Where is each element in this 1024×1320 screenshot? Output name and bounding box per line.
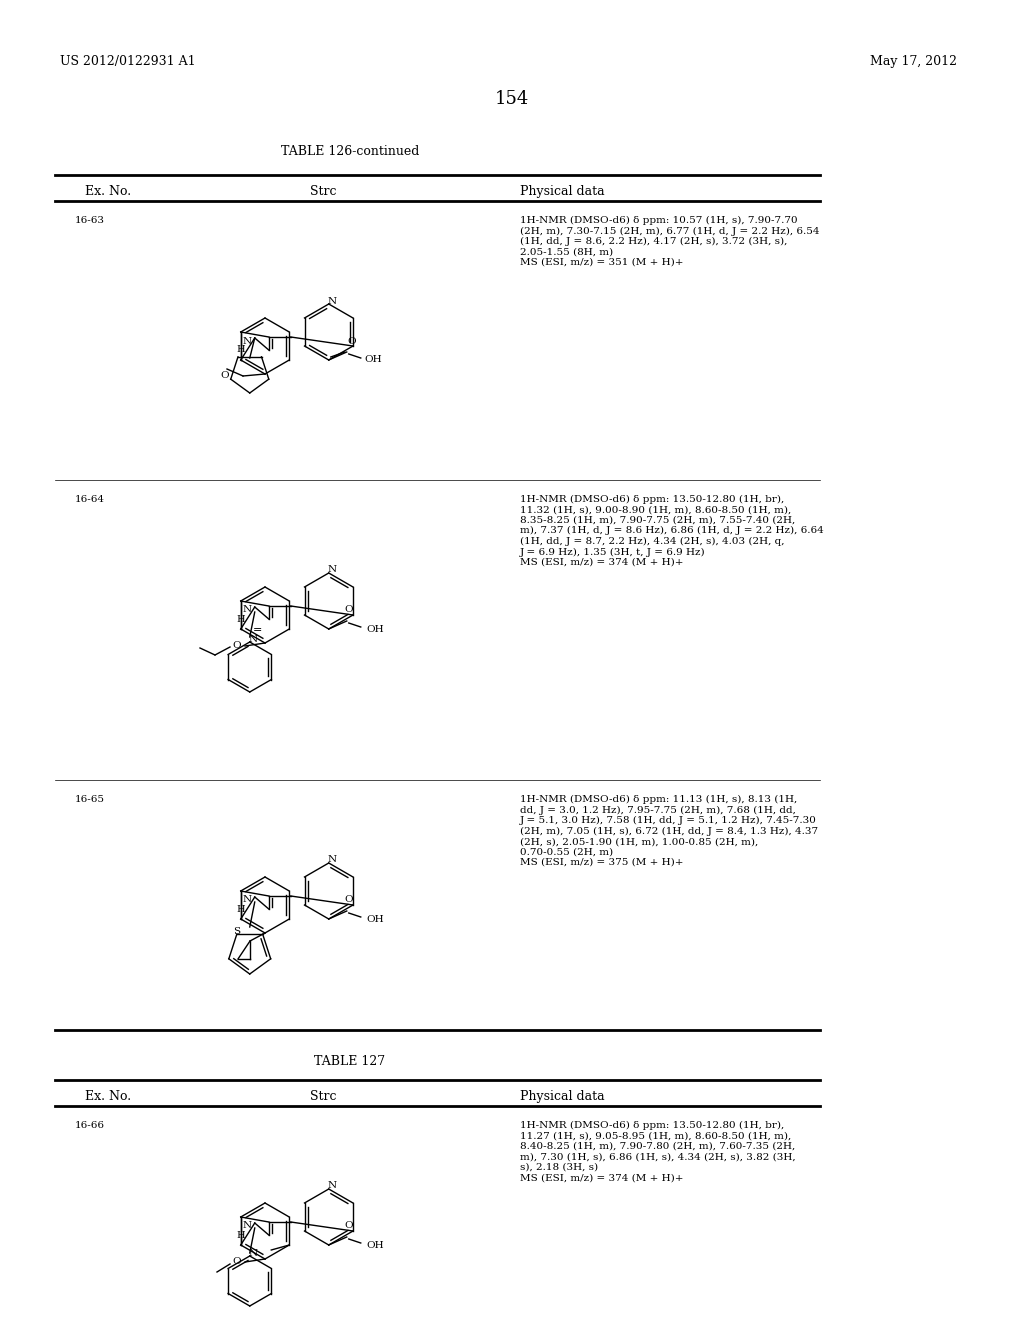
Text: O: O xyxy=(221,371,229,380)
Text: OH: OH xyxy=(367,624,384,634)
Text: Ex. No.: Ex. No. xyxy=(85,185,131,198)
Text: OH: OH xyxy=(367,915,384,924)
Text: H: H xyxy=(237,904,245,913)
Text: TABLE 127: TABLE 127 xyxy=(314,1055,386,1068)
Text: N: N xyxy=(328,297,336,305)
Text: H: H xyxy=(237,346,245,355)
Text: O: O xyxy=(344,1221,353,1229)
Text: 1H-NMR (DMSO-d6) δ ppm: 10.57 (1H, s), 7.90-7.70
(2H, m), 7.30-7.15 (2H, m), 6.7: 1H-NMR (DMSO-d6) δ ppm: 10.57 (1H, s), 7… xyxy=(520,216,819,267)
Text: 16-64: 16-64 xyxy=(75,495,105,504)
Text: 16-65: 16-65 xyxy=(75,795,105,804)
Text: N: N xyxy=(328,1181,336,1191)
Text: N: N xyxy=(243,1221,251,1230)
Text: N: N xyxy=(328,565,336,574)
Text: H: H xyxy=(237,615,245,623)
Text: O: O xyxy=(232,1257,242,1266)
Text: US 2012/0122931 A1: US 2012/0122931 A1 xyxy=(60,55,196,69)
Text: 1H-NMR (DMSO-d6) δ ppm: 11.13 (1H, s), 8.13 (1H,
dd, J = 3.0, 1.2 Hz), 7.95-7.75: 1H-NMR (DMSO-d6) δ ppm: 11.13 (1H, s), 8… xyxy=(520,795,818,867)
Text: Strc: Strc xyxy=(310,1090,337,1104)
Text: N: N xyxy=(243,337,251,346)
Text: N: N xyxy=(248,635,257,644)
Text: N: N xyxy=(243,606,251,615)
Text: 1H-NMR (DMSO-d6) δ ppm: 13.50-12.80 (1H, br),
11.27 (1H, s), 9.05-8.95 (1H, m), : 1H-NMR (DMSO-d6) δ ppm: 13.50-12.80 (1H,… xyxy=(520,1121,796,1183)
Text: Physical data: Physical data xyxy=(520,1090,604,1104)
Text: N: N xyxy=(328,855,336,865)
Text: OH: OH xyxy=(365,355,382,364)
Text: 1H-NMR (DMSO-d6) δ ppm: 13.50-12.80 (1H, br),
11.32 (1H, s), 9.00-8.90 (1H, m), : 1H-NMR (DMSO-d6) δ ppm: 13.50-12.80 (1H,… xyxy=(520,495,823,568)
Text: 154: 154 xyxy=(495,90,529,108)
Text: N: N xyxy=(243,895,251,904)
Text: O: O xyxy=(344,605,353,614)
Text: OH: OH xyxy=(367,1241,384,1250)
Text: Strc: Strc xyxy=(310,185,337,198)
Text: TABLE 126-continued: TABLE 126-continued xyxy=(281,145,419,158)
Text: O: O xyxy=(232,640,242,649)
Text: Physical data: Physical data xyxy=(520,185,604,198)
Text: 16-63: 16-63 xyxy=(75,216,105,224)
Text: May 17, 2012: May 17, 2012 xyxy=(870,55,957,69)
Text: O: O xyxy=(347,338,356,346)
Text: S: S xyxy=(233,927,241,936)
Text: H: H xyxy=(237,1230,245,1239)
Text: Ex. No.: Ex. No. xyxy=(85,1090,131,1104)
Text: 16-66: 16-66 xyxy=(75,1121,105,1130)
Text: O: O xyxy=(344,895,353,903)
Text: N: N xyxy=(248,1249,257,1258)
Text: =: = xyxy=(253,624,262,635)
